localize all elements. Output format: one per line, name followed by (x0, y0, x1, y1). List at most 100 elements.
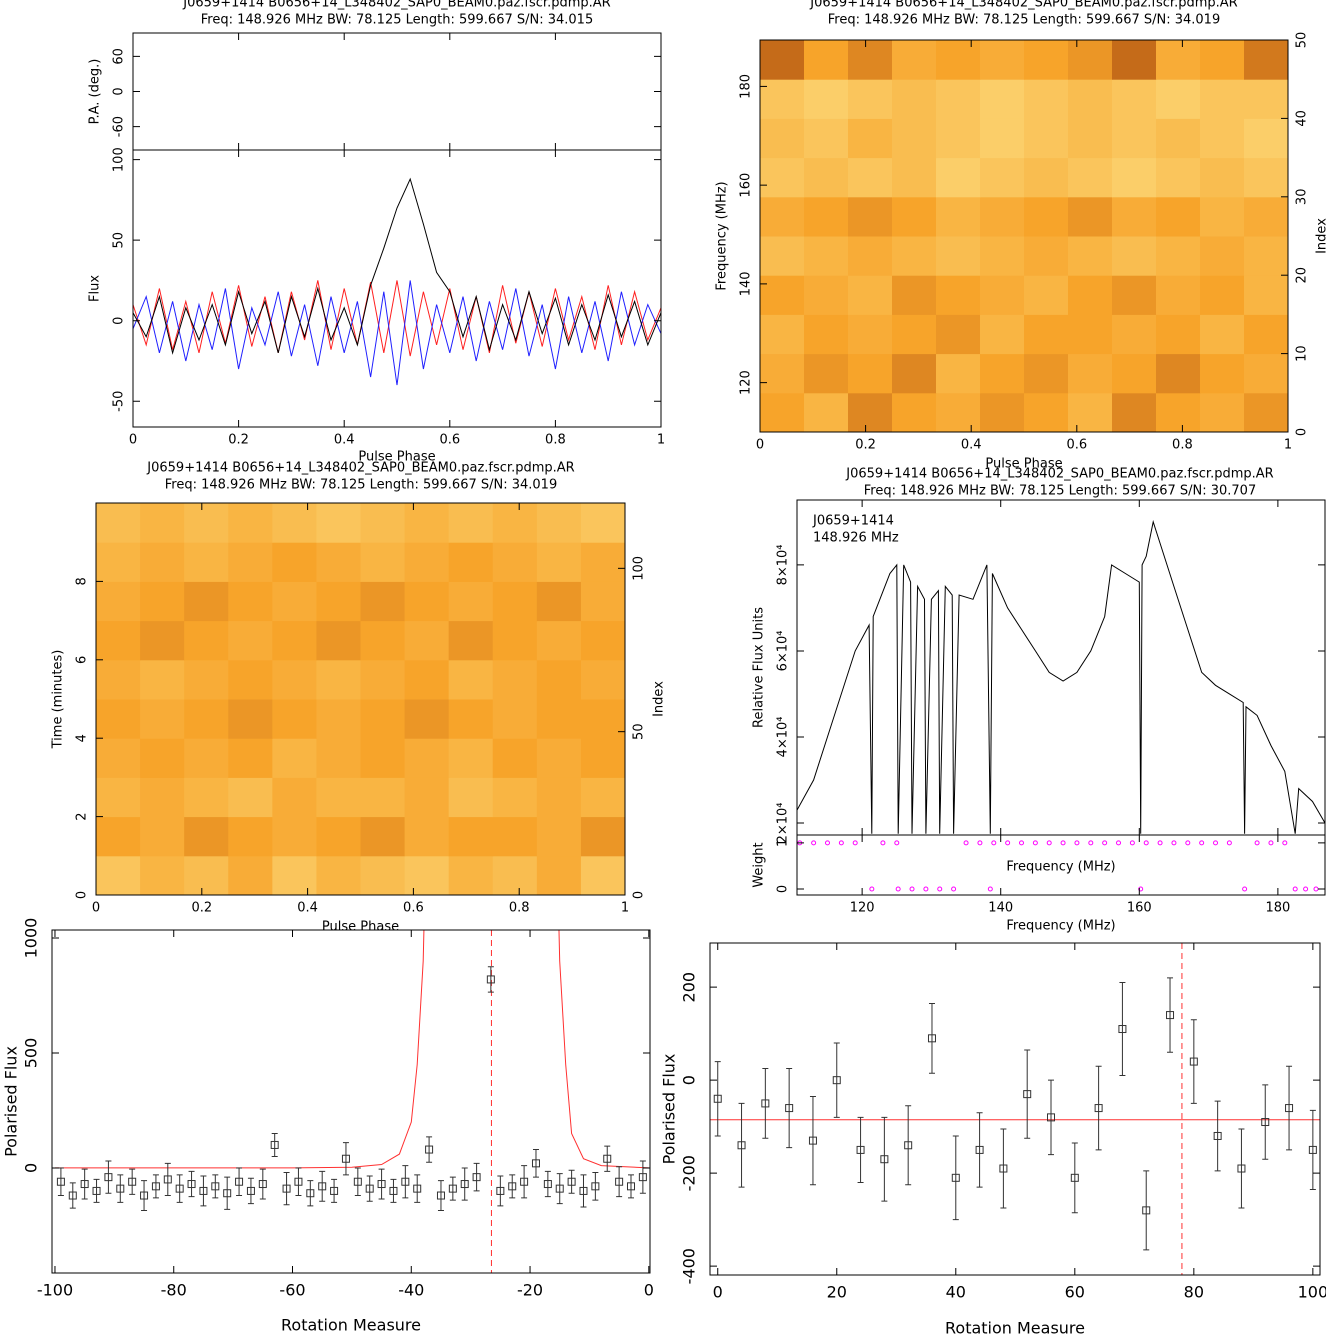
error-bar (378, 1168, 385, 1200)
error-bar (786, 1068, 793, 1149)
heatmap-cell (96, 816, 141, 857)
plot-area (133, 177, 661, 386)
heatmap-cell (936, 118, 981, 159)
heatmap-cell (96, 503, 141, 543)
data-point (579, 1186, 588, 1195)
heatmap-cell (580, 699, 625, 739)
error-bar (1024, 1049, 1031, 1139)
heatmap-cell (536, 659, 582, 700)
heatmap-cell (536, 738, 582, 778)
x-tick-label: 0 (756, 438, 764, 453)
heatmap-cell (360, 777, 406, 818)
heatmap-cell (492, 777, 538, 818)
plot-area (96, 503, 625, 895)
heatmap-cell (96, 542, 141, 582)
heatmap-cell (804, 236, 849, 276)
error-bar (473, 1162, 480, 1192)
heatmap-cell (404, 659, 450, 700)
x-axis-label: Pulse Phase (985, 457, 1062, 472)
data-point (1308, 1145, 1317, 1154)
error-bar (437, 1180, 444, 1211)
data-point (56, 1177, 65, 1186)
x-axis-label: Pulse Phase (358, 450, 435, 465)
x-tick-label: 40 (946, 1283, 966, 1302)
x-tick-label: 0.6 (1066, 438, 1087, 453)
heatmap-cell (892, 392, 937, 432)
heatmap-cell (804, 40, 849, 80)
chart-subtitle: Freq: 148.926 MHz BW: 78.125 Length: 599… (864, 484, 1256, 499)
heatmap-cell (1068, 40, 1113, 80)
heatmap-cell (228, 738, 273, 778)
chart-title: J0659+1414 B0656+14_L348402_SAP0_BEAM0.p… (809, 0, 1237, 11)
data-point (1213, 1131, 1222, 1140)
y2-axis-label: Index (652, 681, 667, 717)
heatmap-cell (580, 738, 625, 778)
y-tick-label: 4×10⁴ (776, 716, 791, 757)
heatmap-cell (980, 314, 1025, 355)
data-point (638, 1173, 647, 1182)
y-tick-label: -50 (112, 391, 127, 412)
heatmap-cell (404, 542, 450, 582)
heatmap-cell (96, 620, 141, 661)
y2-tick-label: 40 (1295, 110, 1310, 127)
data-point (543, 1180, 552, 1189)
y-tick-label: -60 (112, 116, 127, 137)
heatmap-cell (1244, 157, 1288, 198)
x-tick-label: 0.4 (297, 901, 318, 916)
data-point (246, 1186, 255, 1195)
heatmap-cell (536, 620, 582, 661)
heatmap-cell (1024, 79, 1069, 119)
heatmap-cell (184, 542, 229, 582)
heatmap-cell (360, 581, 406, 622)
data-line (133, 280, 661, 386)
data-point (1285, 1104, 1294, 1113)
error-bar (390, 1178, 397, 1203)
annotation: 148.926 MHz (813, 531, 899, 546)
weight-point (1116, 840, 1122, 846)
heatmap-cell (492, 855, 538, 895)
heatmap-cell (448, 581, 494, 622)
heatmap-cell (936, 275, 981, 315)
error-bar (105, 1160, 112, 1194)
data-point (832, 1076, 841, 1085)
x-tick-label: 1 (621, 901, 629, 916)
heatmap-cell (980, 275, 1025, 315)
data-point (951, 1173, 960, 1182)
error-bar (331, 1178, 338, 1203)
data-point (294, 1177, 303, 1186)
weight-point (1005, 840, 1011, 846)
data-point (401, 1177, 410, 1186)
heatmap-cell (848, 79, 893, 119)
heatmap-cell (1024, 196, 1069, 237)
heatmap-cell (580, 659, 625, 700)
weight-point (1019, 840, 1025, 846)
heatmap-cell (1200, 392, 1245, 432)
heatmap-cell (1156, 236, 1201, 276)
heatmap-cell (1244, 79, 1288, 119)
weight-point (1129, 840, 1135, 846)
error-bar (487, 966, 494, 993)
error-bar (164, 1162, 171, 1197)
heatmap-cell (1068, 118, 1113, 159)
error-bar (616, 1166, 623, 1198)
error-bar (461, 1167, 468, 1201)
data-point (448, 1184, 457, 1193)
y-axis-label: Weight (752, 842, 767, 887)
data-point (318, 1182, 327, 1191)
heatmap-cell (580, 816, 625, 857)
error-bar (129, 1168, 136, 1195)
x-tick-label: 0.2 (855, 438, 876, 453)
heatmap-cell (228, 777, 273, 818)
heatmap-cell (360, 659, 406, 700)
x-tick-label: 120 (850, 901, 875, 916)
data-point (1261, 1118, 1270, 1127)
weight-point (869, 886, 875, 892)
data-point (377, 1180, 386, 1189)
data-point (567, 1177, 576, 1186)
chart-subtitle: Freq: 148.926 MHz BW: 78.125 Length: 599… (165, 478, 557, 493)
heatmap-cell (804, 275, 849, 315)
error-bar (81, 1168, 88, 1200)
heatmap-cell (1200, 79, 1245, 119)
y-axis-label: Relative Flux Units (752, 607, 767, 728)
weight-point (1060, 840, 1066, 846)
